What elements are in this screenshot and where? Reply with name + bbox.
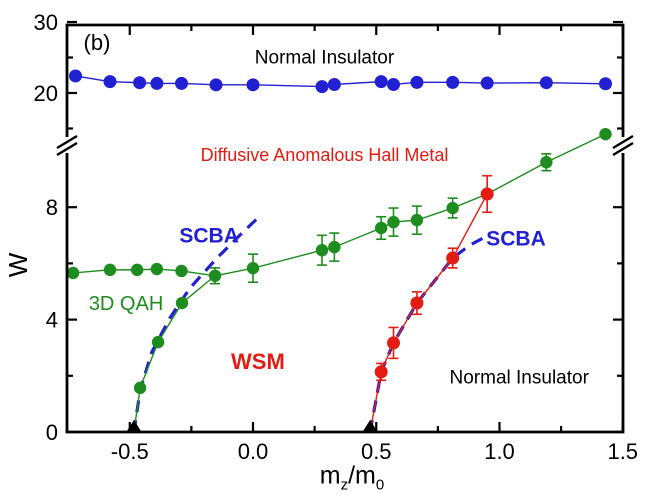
wsm-ni-boundary-marker xyxy=(446,251,460,265)
axis-break-mark xyxy=(612,134,634,150)
y-axis-label: W xyxy=(3,252,33,278)
region-3d-qah: 3D QAH xyxy=(88,293,164,316)
x-tick-label: 0.0 xyxy=(238,439,269,464)
qah-wsm-boundary-marker xyxy=(133,381,147,395)
axis-break-mark xyxy=(612,141,634,157)
region-wsm: WSM xyxy=(231,349,285,375)
qah-wsm-boundary-marker xyxy=(175,296,189,310)
region-diffusive-anomalous-hall-metal: Diffusive Anomalous Hall Metal xyxy=(200,144,449,165)
wsm-ni-boundary-marker xyxy=(387,336,401,350)
scba-curve-right-line xyxy=(368,236,484,433)
y-tick-label: 0 xyxy=(46,420,58,445)
normal-insulator-dahm-boundary-marker xyxy=(374,75,388,89)
normal-insulator-dahm-boundary-marker xyxy=(387,77,401,91)
region-normal-insulator-bottom: Normal Insulator xyxy=(449,367,589,389)
axis-break-mark xyxy=(56,134,78,150)
qah-dahm-boundary-marker xyxy=(130,263,144,277)
normal-insulator-dahm-boundary-marker xyxy=(598,77,612,91)
normal-insulator-dahm-boundary-marker xyxy=(539,76,553,90)
qah-dahm-boundary-marker xyxy=(328,240,341,254)
normal-insulator-dahm-boundary-marker xyxy=(327,77,341,91)
qah-dahm-boundary-marker xyxy=(175,264,188,278)
qah-dahm-boundary-marker xyxy=(446,201,459,215)
panel-label: (b) xyxy=(83,30,111,56)
x-axis-label-m2: /m xyxy=(348,461,376,490)
normal-insulator-dahm-boundary-marker xyxy=(446,75,460,89)
transition-point-triangle xyxy=(126,420,141,431)
qah-dahm-boundary-marker xyxy=(315,243,329,257)
qah-dahm-boundary-marker xyxy=(103,263,117,277)
qah-dahm-boundary-marker xyxy=(150,262,164,276)
x-tick-label: 1.5 xyxy=(607,439,638,464)
x-axis-label-sub-0: 0 xyxy=(375,476,385,494)
normal-insulator-dahm-boundary-marker xyxy=(480,76,494,90)
wsm-ni-boundary-marker xyxy=(410,296,424,310)
x-axis-label-m1: m xyxy=(319,461,341,490)
y-tick-label: 30 xyxy=(34,10,58,35)
y-tick-label: 4 xyxy=(46,308,58,333)
x-axis-label-sub-z: z xyxy=(340,476,349,494)
qah-dahm-boundary-marker xyxy=(66,266,80,280)
qah-dahm-boundary-marker xyxy=(208,269,222,282)
wsm-ni-boundary-line xyxy=(369,193,488,433)
qah-dahm-boundary-marker xyxy=(599,127,612,141)
normal-insulator-dahm-boundary-marker xyxy=(150,76,164,90)
scba-curve-left-line xyxy=(132,216,260,433)
qah-wsm-boundary-marker xyxy=(151,335,165,349)
label-scba-left: SCBA xyxy=(179,224,239,248)
qah-dahm-boundary-marker xyxy=(387,215,400,229)
x-tick-label: -0.5 xyxy=(111,439,149,464)
normal-insulator-dahm-boundary-marker xyxy=(246,78,260,92)
transition-point-triangle xyxy=(363,420,378,431)
y-tick-label: 20 xyxy=(34,81,58,106)
axis-break-mark xyxy=(56,141,78,157)
wsm-ni-boundary-marker xyxy=(374,365,388,379)
normal-insulator-dahm-boundary-marker xyxy=(133,76,147,90)
region-normal-insulator-top: Normal Insulator xyxy=(254,47,395,69)
y-tick-label: 8 xyxy=(46,195,58,220)
normal-insulator-dahm-boundary-marker xyxy=(410,75,424,89)
x-tick-label: 1.0 xyxy=(484,439,515,464)
normal-insulator-dahm-boundary-marker xyxy=(315,80,329,94)
x-axis-label: mz/m0 xyxy=(319,461,385,494)
qah-dahm-boundary-marker xyxy=(246,261,260,275)
wsm-ni-boundary-marker xyxy=(480,187,494,201)
label-scba-right: SCBA xyxy=(486,227,546,251)
qah-dahm-boundary-marker xyxy=(410,213,424,227)
qah-dahm-boundary-marker xyxy=(540,156,553,169)
normal-insulator-dahm-boundary-marker xyxy=(69,69,83,83)
normal-insulator-dahm-boundary-marker xyxy=(103,75,117,89)
qah-dahm-boundary-line xyxy=(72,133,606,277)
qah-dahm-boundary-marker xyxy=(374,221,388,235)
x-tick-label: 0.5 xyxy=(361,439,392,464)
normal-insulator-dahm-boundary-marker xyxy=(175,76,189,90)
normal-insulator-dahm-boundary-marker xyxy=(209,78,223,92)
